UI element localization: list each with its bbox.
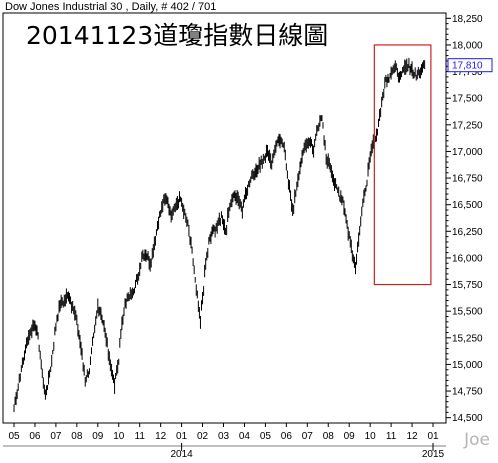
x-tick-label: 10 bbox=[113, 431, 125, 442]
y-tick-label: 16,000 bbox=[452, 253, 483, 264]
y-tick-label: 18,000 bbox=[452, 40, 483, 51]
price-series-group bbox=[13, 57, 426, 413]
x-tick-label: 08 bbox=[71, 431, 83, 442]
x-year-label: 2015 bbox=[422, 449, 445, 460]
x-axis: 05 06 07 08 09 10 11 12 01 02 03 04 05 06 07 08 09 10 11 12… bbox=[3, 423, 446, 460]
x-tick-label: 01 bbox=[176, 431, 188, 442]
x-tick-label: 05 bbox=[8, 431, 20, 442]
y-tick-label: 17,250 bbox=[452, 120, 483, 131]
x-tick-label: 03 bbox=[218, 431, 230, 442]
chart-title: 20141123道瓊指數日線圖 bbox=[26, 21, 329, 50]
plot-frame bbox=[2, 12, 447, 424]
y-tick-label: 14,500 bbox=[452, 413, 483, 424]
last-value-label: 17,810 bbox=[452, 61, 483, 72]
x-tick-label: 09 bbox=[92, 431, 104, 442]
y-tick-label: 15,000 bbox=[452, 360, 483, 371]
x-tick-label: 02 bbox=[197, 431, 209, 442]
x-tick-label: 12 bbox=[155, 431, 167, 442]
plot-area bbox=[2, 12, 447, 424]
x-tick-label: 06 bbox=[281, 431, 293, 442]
x-tick-label: 08 bbox=[323, 431, 335, 442]
y-tick-label: 17,000 bbox=[452, 147, 483, 158]
x-tick-label: 09 bbox=[344, 431, 356, 442]
highlight-box bbox=[373, 44, 432, 286]
y-axis: 14,500 14,750 15,000 15,250 15,500 15,750 16,0… bbox=[446, 14, 493, 424]
y-tick-label: 15,750 bbox=[452, 280, 483, 291]
highlight-group bbox=[373, 44, 432, 286]
x-tick-label: 04 bbox=[239, 431, 251, 442]
y-tick-label: 17,750 bbox=[452, 67, 483, 78]
x-tick-label: 07 bbox=[302, 431, 314, 442]
y-tick-label: 15,250 bbox=[452, 333, 483, 344]
watermark: Joe bbox=[464, 430, 490, 450]
x-tick-label: 05 bbox=[260, 431, 272, 442]
x-tick-label: 11 bbox=[386, 431, 397, 442]
y-tick-label: 18,250 bbox=[452, 14, 483, 25]
y-tick-label: 16,250 bbox=[452, 227, 483, 238]
x-year-label: 2014 bbox=[170, 449, 193, 460]
y-tick-label: 15,500 bbox=[452, 307, 483, 318]
x-tick-label: 11 bbox=[135, 431, 146, 442]
chart-info-header: Dow Jones Industrial 30 , Daily, # 402 /… bbox=[5, 1, 217, 13]
x-tick-label: 12 bbox=[406, 431, 418, 442]
y-tick-label: 16,750 bbox=[452, 174, 483, 185]
y-tick-label: 17,500 bbox=[452, 94, 483, 105]
x-tick-label: 06 bbox=[29, 431, 41, 442]
x-tick-label: 07 bbox=[50, 431, 62, 442]
y-tick-label: 14,750 bbox=[452, 387, 483, 398]
x-tick-label: 01 bbox=[427, 431, 439, 442]
y-tick-label: 16,500 bbox=[452, 200, 483, 211]
last-value-box bbox=[447, 58, 493, 73]
x-tick-label: 10 bbox=[365, 431, 377, 442]
